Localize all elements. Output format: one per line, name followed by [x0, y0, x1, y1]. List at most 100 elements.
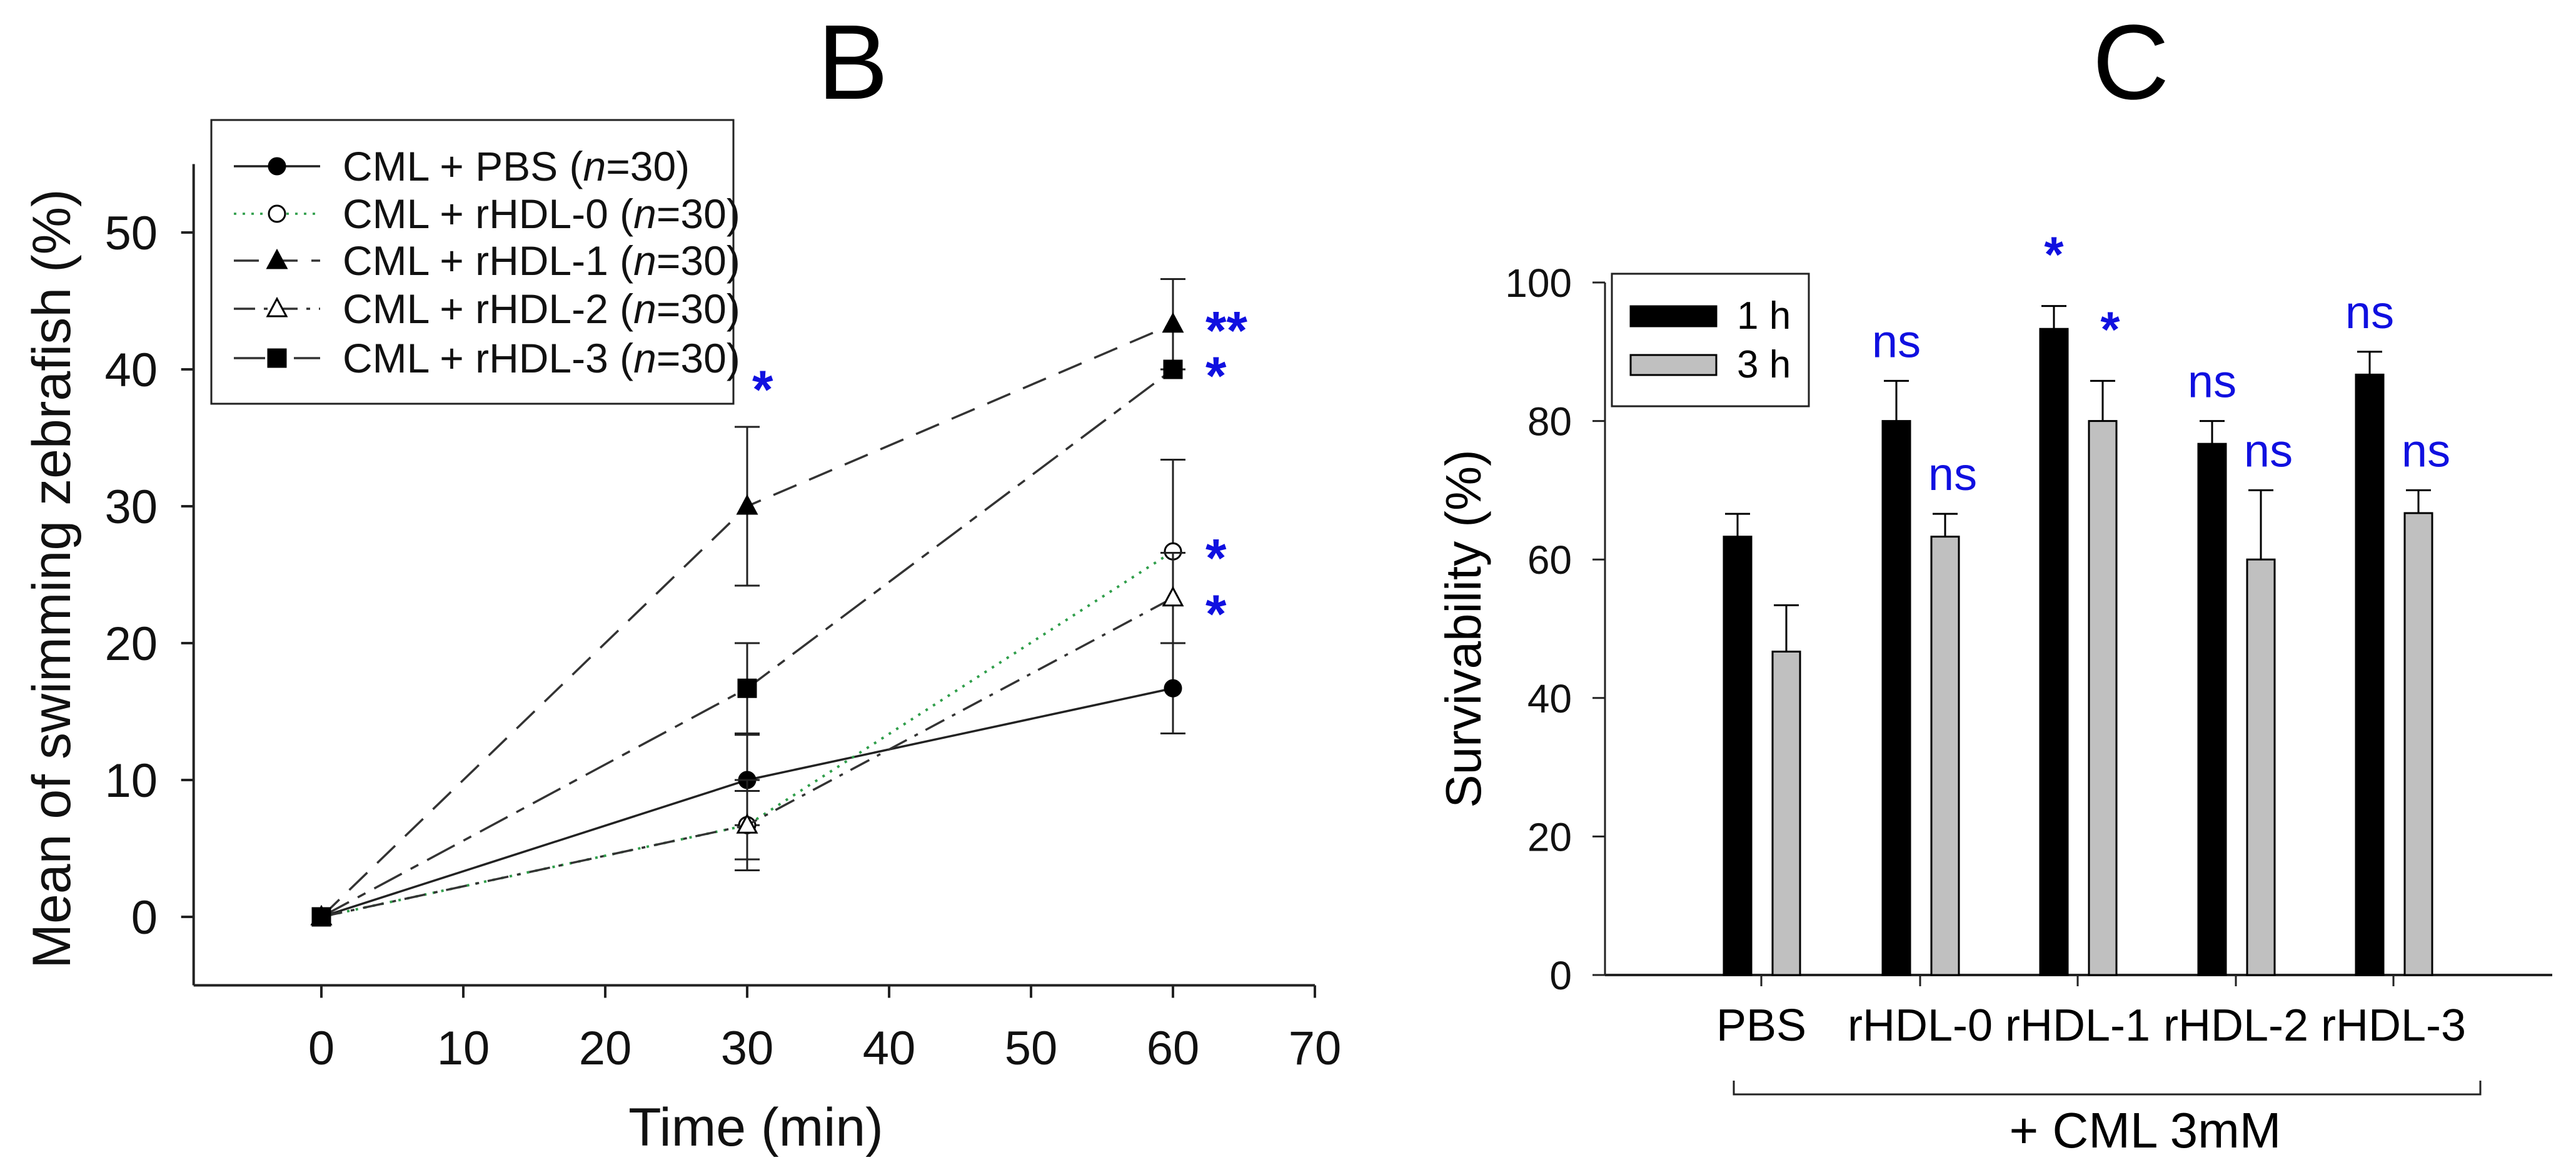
panel-b-title: B: [817, 3, 888, 122]
legend-n-value: =30): [657, 335, 740, 381]
legend-series-name: CML + rHDL-2 (: [343, 286, 633, 332]
y-tick-label: 20: [104, 618, 158, 671]
panel-c-bar-chart: C + CML 3mM Survivability (%) 0 20 40 60 80 1…: [1436, 3, 2552, 1158]
significance-marker: *: [1205, 346, 1227, 406]
legend-marker: [268, 204, 286, 223]
panel-b-x-axis-label: Time (min): [628, 1098, 883, 1158]
x-tick-label: 60: [1147, 1022, 1200, 1075]
data-point: [736, 494, 758, 515]
x-tick-label: 30: [721, 1022, 774, 1075]
significance-label: ns: [2345, 286, 2394, 338]
legend: CML + PBS (n=30)CML + rHDL-0 (n=30)CML +…: [210, 119, 740, 405]
significance-label: *: [2044, 227, 2064, 282]
x-tick-label: 40: [863, 1022, 916, 1075]
y-tick-label: 10: [104, 754, 158, 808]
significance-marker: **: [1205, 301, 1247, 361]
y-tick-label: 40: [104, 344, 158, 397]
series-3h: ns*ns ns: [1771, 301, 2450, 976]
significance-label: ns: [2244, 424, 2293, 476]
significance-marker: *: [752, 360, 773, 420]
significance-label: ns: [1872, 315, 1921, 367]
data-point: [737, 678, 757, 698]
y-tick-label: 80: [1527, 399, 1572, 444]
bar: [1723, 536, 1753, 976]
legend-label: CML + rHDL-1 (n=30): [343, 238, 740, 284]
legend-n-label: n: [633, 286, 657, 332]
legend: 1 h3 h: [1611, 272, 1810, 408]
x-tick-label: 50: [1005, 1022, 1058, 1075]
category-label: PBS: [1716, 1001, 1806, 1051]
data-point: [311, 907, 331, 927]
data-point: [1163, 359, 1183, 379]
significance-marker: *: [1205, 584, 1227, 644]
y-tick-label: 0: [131, 891, 158, 944]
legend-series-name: CML + rHDL-1 (: [343, 238, 633, 284]
legend-label: CML + rHDL-3 (n=30): [343, 335, 740, 381]
y-tick-label: 40: [1527, 676, 1572, 721]
legend-n-value: =30): [657, 238, 740, 284]
data-point: [1162, 312, 1184, 333]
legend-n-label: n: [633, 191, 657, 237]
category-label: rHDL-1: [2005, 1001, 2150, 1051]
bar: [1930, 536, 1960, 976]
legend-n-label: n: [633, 238, 657, 284]
significance-label: ns: [2402, 424, 2450, 476]
legend-label: CML + rHDL-0 (n=30): [343, 191, 740, 237]
y-tick-label: 50: [104, 207, 158, 260]
category-label: rHDL-3: [2321, 1001, 2466, 1051]
bar: [2246, 558, 2276, 976]
data-point: [1162, 586, 1184, 607]
legend-series-name: CML + rHDL-0 (: [343, 191, 633, 237]
x-tick-label: 10: [437, 1022, 490, 1075]
x-tick-label: 0: [308, 1022, 335, 1075]
legend-marker: [266, 248, 288, 269]
legend-swatch: [1629, 354, 1718, 376]
legend-n-label: n: [633, 335, 657, 381]
bar: [1881, 420, 1911, 976]
series-cml-rhdl-2: [310, 551, 1185, 926]
legend-item: CML + rHDL-3 (n=30): [234, 335, 740, 381]
legend-box: [1611, 272, 1810, 408]
panel-b-line-chart: B Time (min) Mean of swimming zebrafish …: [22, 3, 1341, 1158]
y-tick-label: 0: [1549, 953, 1572, 998]
category-label: rHDL-2: [2163, 1001, 2308, 1051]
bar: [2197, 442, 2227, 976]
legend-item: CML + rHDL-2 (n=30): [234, 286, 740, 332]
y-tick-label: 20: [1527, 814, 1572, 859]
significance-marker: *: [1205, 528, 1227, 588]
x-tick-label: 20: [579, 1022, 632, 1075]
legend-marker: [267, 348, 287, 368]
series-cml-rhdl-3: [311, 359, 1183, 927]
legend-item: CML + rHDL-1 (n=30): [234, 238, 740, 284]
significance-label: ns: [2188, 356, 2236, 408]
bar: [1771, 651, 1801, 976]
significance-label: *: [2100, 301, 2120, 357]
legend-n-value: =30): [657, 191, 740, 237]
bar: [2039, 328, 2069, 976]
legend-marker: [268, 157, 286, 176]
data-point: [1164, 679, 1182, 698]
legend-label: 1 h: [1737, 294, 1791, 338]
panel-c-group-label: + CML 3mM: [2010, 1102, 2282, 1158]
legend-swatch: [1629, 305, 1718, 328]
x-tick-label: 70: [1289, 1022, 1342, 1075]
significance-label: ns: [1928, 448, 1977, 500]
legend-item: 3 h: [1629, 343, 1791, 386]
panel-c-y-axis-label: Survivability (%): [1436, 449, 1491, 808]
legend-label: CML + PBS (n=30): [343, 143, 690, 189]
category-label: rHDL-0: [1848, 1001, 1993, 1051]
legend-series-name: CML + rHDL-3 (: [343, 335, 633, 381]
legend-label: CML + rHDL-2 (n=30): [343, 286, 740, 332]
bar: [2088, 420, 2118, 976]
bar: [2355, 373, 2385, 976]
bar: [2403, 512, 2433, 976]
y-tick-label: 30: [104, 481, 158, 534]
series-cml-rhdl-1: [310, 278, 1185, 926]
legend-n-label: n: [583, 143, 606, 189]
legend-series-name: CML + PBS (: [343, 143, 583, 189]
legend-item: CML + rHDL-0 (n=30): [234, 191, 740, 237]
panel-c-group-bracket: [1733, 1081, 2482, 1096]
data-point: [736, 813, 758, 834]
